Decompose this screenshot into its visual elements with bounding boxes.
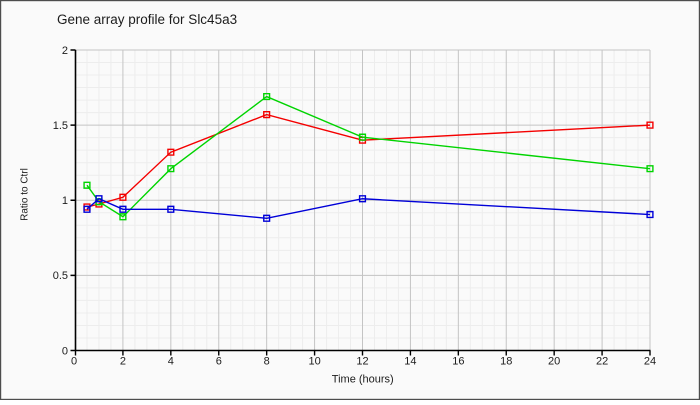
svg-text:18: 18	[500, 356, 512, 368]
svg-text:24: 24	[644, 356, 656, 368]
svg-text:4: 4	[168, 356, 174, 368]
svg-text:2: 2	[120, 356, 126, 368]
svg-text:Time (hours): Time (hours)	[332, 373, 394, 385]
svg-text:10: 10	[308, 356, 320, 368]
svg-text:0.5: 0.5	[53, 270, 68, 282]
svg-text:20: 20	[548, 356, 560, 368]
svg-text:6: 6	[216, 356, 222, 368]
svg-text:12: 12	[356, 356, 368, 368]
svg-text:1: 1	[62, 195, 68, 207]
svg-text:2: 2	[62, 45, 68, 57]
svg-text:1.5: 1.5	[53, 120, 68, 132]
svg-text:16: 16	[452, 356, 464, 368]
svg-text:Gene array profile for Slc45a3: Gene array profile for Slc45a3	[57, 12, 237, 27]
svg-text:0: 0	[71, 356, 77, 368]
svg-text:22: 22	[596, 356, 608, 368]
svg-text:0: 0	[62, 345, 68, 357]
svg-text:Ratio to Ctrl: Ratio to Ctrl	[20, 168, 31, 221]
svg-text:14: 14	[404, 356, 416, 368]
svg-text:8: 8	[264, 356, 270, 368]
